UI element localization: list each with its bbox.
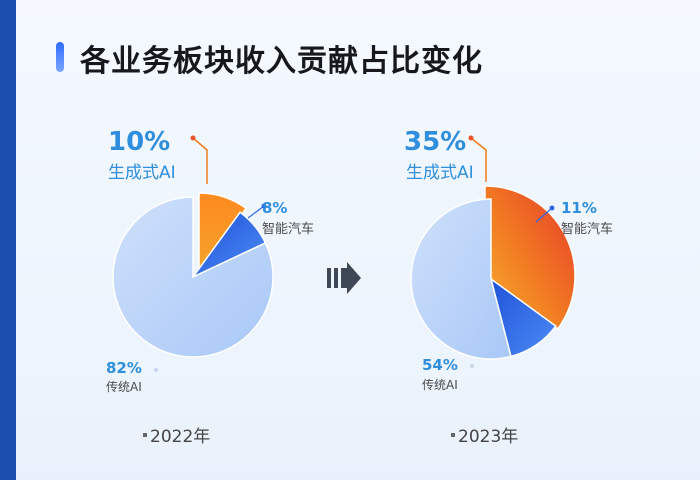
pie-slice-traditional-ai-2022 <box>112 196 274 358</box>
leader-dot-smart-car-2023 <box>549 205 555 211</box>
slice-label-smart-car-2023: 智能汽车 <box>561 221 613 237</box>
data-label-traditional-ai-2023: 54% <box>422 356 458 374</box>
pie-slice-traditional-ai-2023 <box>410 198 512 360</box>
title-accent-bar <box>56 42 64 72</box>
slice-label-traditional-ai-2022: 传统AI <box>106 379 142 394</box>
pie-slice-generative-ai-2023 <box>484 185 576 330</box>
leader-line-smart-car-2023 <box>535 207 553 223</box>
leader-line-generative-ai-2023 <box>470 137 487 182</box>
double-right-arrow-icon <box>327 262 361 294</box>
leader-dot-traditional-ai-2023 <box>470 364 474 368</box>
slice-label-generative-ai-2022: 生成式AI <box>108 163 176 183</box>
year-label-2023: 2023年 <box>458 427 518 447</box>
leader-dot-smart-car-2022 <box>261 203 267 209</box>
data-label-smart-car-2023: 11% <box>561 199 597 217</box>
data-label-generative-ai-2022: 10% <box>108 127 170 157</box>
pie-charts-figure: 10% 生成式AI 8% 智能汽车 82% 传统AI 2022年 35% 生成式… <box>106 127 613 447</box>
page-title: 各业务板块收入贡献占比变化 <box>80 44 483 79</box>
infographic-card: 各业务板块收入贡献占比变化 <box>16 0 700 480</box>
leader-line-generative-ai-2022 <box>192 137 208 184</box>
slice-label-generative-ai-2023: 生成式AI <box>406 163 474 183</box>
data-label-generative-ai-2023: 35% <box>404 127 466 157</box>
data-label-smart-car-2022: 8% <box>262 199 287 217</box>
leader-line-smart-car-2022 <box>247 205 265 219</box>
year-label-2022: 2022年 <box>150 427 210 447</box>
leader-dot-generative-ai-2023 <box>468 135 474 141</box>
pie-2023: 35% 生成式AI 11% 智能汽车 54% 传统AI 2023年 <box>404 127 613 447</box>
pie-2022: 10% 生成式AI 8% 智能汽车 82% 传统AI 2022年 <box>106 127 314 447</box>
slice-label-traditional-ai-2023: 传统AI <box>422 377 458 392</box>
data-label-traditional-ai-2022: 82% <box>106 359 142 377</box>
slice-label-smart-car-2022: 智能汽车 <box>262 221 314 237</box>
year-bullet-2022 <box>143 433 147 437</box>
year-bullet-2023 <box>451 433 455 437</box>
leader-dot-generative-ai-2022 <box>190 135 196 141</box>
leader-dot-traditional-ai-2022 <box>154 368 158 372</box>
